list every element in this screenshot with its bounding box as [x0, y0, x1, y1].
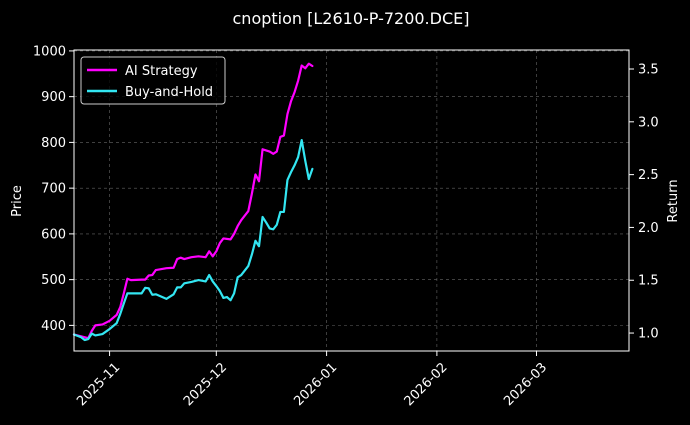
legend-label-ai-strategy: AI Strategy	[125, 64, 198, 79]
y2-tick-label: 1.0	[638, 327, 659, 342]
y-tick-label: 900	[41, 90, 66, 105]
series-layer	[72, 62, 314, 342]
y-tick-label: 500	[41, 273, 66, 288]
y-tick-label: 600	[41, 227, 66, 242]
y2-tick-label: 2.5	[638, 168, 659, 183]
y-tick-label: 800	[41, 136, 66, 151]
y2-tick-label: 2.0	[638, 221, 659, 236]
legend: AI Strategy Buy-and-Hold	[80, 56, 226, 105]
y2-axis-ticks: 1.0 1.5 2.0 2.5 3.0 3.5	[629, 63, 659, 342]
chart-title: cnoption [L2610-P-7200.DCE]	[233, 9, 470, 28]
y2-tick-label: 1.5	[638, 274, 659, 289]
y-axis-label: Price	[10, 185, 25, 217]
y-tick-label: 400	[41, 319, 66, 334]
y-axis-ticks: 400 500 600 700 800 900 1000	[33, 44, 74, 334]
legend-label-buy-and-hold: Buy-and-Hold	[125, 85, 213, 100]
plot-frame	[73, 49, 630, 352]
y-tick-label: 1000	[33, 44, 66, 59]
y2-tick-label: 3.0	[638, 115, 659, 130]
series-line-ai-strategy	[72, 62, 314, 340]
y2-axis-label: Return	[666, 179, 681, 222]
series-line-buy-and-hold	[72, 139, 314, 342]
y2-tick-label: 3.5	[638, 63, 659, 78]
y-tick-label: 700	[41, 182, 66, 197]
grid-layer	[74, 50, 629, 351]
